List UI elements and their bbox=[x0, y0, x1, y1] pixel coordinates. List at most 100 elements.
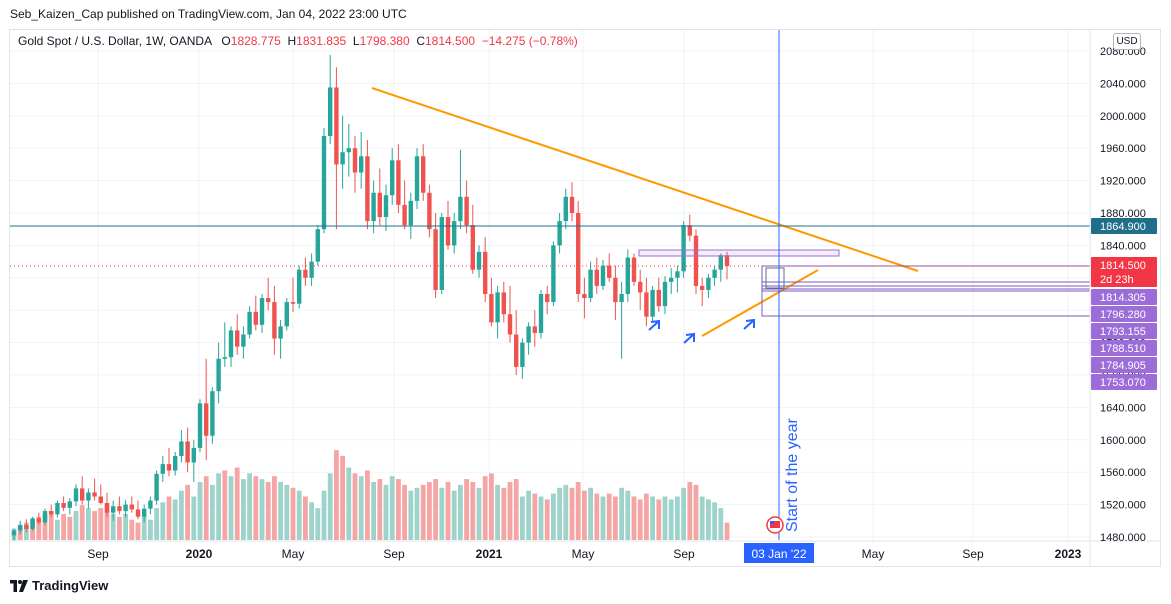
candle bbox=[501, 281, 506, 323]
small-box bbox=[765, 267, 785, 289]
volume-bar bbox=[706, 499, 711, 540]
candle bbox=[67, 498, 72, 515]
candle bbox=[315, 225, 320, 266]
candle bbox=[489, 277, 494, 327]
price-tag-label: 1788.510 bbox=[1100, 343, 1146, 355]
candle bbox=[644, 277, 649, 327]
volume-bar bbox=[110, 513, 116, 540]
volume-bar bbox=[575, 482, 581, 540]
volume-bar bbox=[315, 508, 321, 540]
volume-bar bbox=[179, 490, 184, 540]
candlesticks bbox=[11, 55, 730, 542]
candle bbox=[582, 277, 587, 319]
candle bbox=[352, 136, 358, 193]
price-tick-label: 1640.000 bbox=[1100, 402, 1146, 414]
time-axis: Sep 2020 May Sep 2021 May Sep 03 Jan '22 May Sep 2… bbox=[87, 543, 1082, 563]
volume-bar bbox=[693, 484, 699, 540]
footer-brand[interactable]: TradingView bbox=[10, 578, 108, 593]
candle bbox=[154, 470, 159, 505]
volume-bar bbox=[458, 484, 463, 540]
candle bbox=[334, 67, 339, 230]
close-label: C bbox=[416, 34, 425, 48]
volume-bar bbox=[303, 496, 308, 540]
volume-bar bbox=[644, 493, 649, 540]
candle bbox=[371, 180, 376, 234]
tradingview-logo-icon bbox=[10, 579, 28, 592]
open-value: 1828.775 bbox=[230, 34, 281, 48]
candle bbox=[458, 149, 463, 230]
candle bbox=[123, 499, 128, 517]
volume-bar bbox=[476, 487, 482, 540]
candle bbox=[520, 338, 525, 380]
candle bbox=[600, 259, 606, 290]
price-tag-label: 1814.305 bbox=[1100, 292, 1146, 304]
volume-bar bbox=[241, 479, 246, 540]
volume-bar bbox=[67, 516, 73, 540]
open-label: O bbox=[221, 34, 231, 48]
volume-bar bbox=[141, 516, 147, 540]
volume-bar bbox=[340, 455, 345, 540]
candle bbox=[173, 451, 178, 476]
candle bbox=[98, 484, 103, 505]
candle bbox=[266, 277, 271, 311]
price-tag-label: 1864.900 bbox=[1100, 221, 1146, 233]
volume-bar bbox=[73, 511, 79, 540]
volume-bar bbox=[631, 496, 637, 540]
candle bbox=[476, 245, 482, 278]
volume-bar bbox=[619, 487, 624, 540]
price-tick-label: 1520.000 bbox=[1100, 500, 1146, 512]
candle bbox=[427, 184, 432, 238]
volume-bar bbox=[588, 487, 593, 540]
flag-icon bbox=[766, 516, 784, 534]
candle bbox=[551, 241, 556, 307]
candle bbox=[538, 289, 544, 339]
candle bbox=[377, 168, 382, 226]
candle bbox=[80, 476, 85, 505]
volume-bar bbox=[489, 473, 494, 540]
price-tag-label: 1793.155 bbox=[1100, 326, 1146, 338]
candle bbox=[631, 253, 637, 286]
volume-bar bbox=[55, 519, 60, 540]
low-label: L bbox=[352, 34, 360, 48]
volume-bar bbox=[123, 513, 128, 540]
start-of-year-label: Start of the year bbox=[784, 417, 801, 532]
volume-bar bbox=[451, 490, 457, 540]
candle bbox=[235, 314, 240, 355]
candle bbox=[18, 520, 23, 535]
candle bbox=[142, 504, 147, 523]
volume-bar bbox=[321, 490, 327, 540]
candle bbox=[464, 180, 469, 234]
volume-bar bbox=[613, 496, 618, 540]
chart-frame[interactable] bbox=[9, 29, 1161, 567]
candle bbox=[675, 265, 680, 293]
volume-bar bbox=[582, 490, 587, 540]
candle bbox=[383, 184, 389, 231]
volume-bar bbox=[724, 522, 730, 540]
price-tag: 1814.305 bbox=[1091, 289, 1157, 305]
volume-bar bbox=[557, 487, 562, 540]
candle bbox=[290, 277, 296, 312]
time-tick-label: Sep bbox=[87, 547, 109, 561]
price-tick-label: 1840.000 bbox=[1100, 240, 1146, 252]
candle bbox=[222, 322, 227, 367]
candle bbox=[272, 285, 277, 355]
currency-button[interactable]: USD bbox=[1113, 33, 1141, 50]
candle bbox=[396, 144, 401, 213]
candle bbox=[148, 496, 153, 515]
time-tick-label: May bbox=[282, 547, 305, 561]
candle bbox=[309, 253, 314, 286]
volume-bar bbox=[42, 513, 48, 540]
time-tick-label: Sep bbox=[383, 547, 405, 561]
price-tag: 1793.155 bbox=[1091, 323, 1157, 339]
candle bbox=[42, 508, 48, 525]
volume-bar bbox=[48, 511, 54, 540]
volume-bar bbox=[668, 499, 674, 540]
candle bbox=[204, 358, 209, 461]
volume-bar bbox=[253, 476, 259, 540]
volume-bar bbox=[216, 473, 221, 540]
low-value: 1798.380 bbox=[359, 34, 410, 48]
publish-header: Seb_Kaizen_Cap published on TradingView.… bbox=[10, 7, 407, 21]
current-date-tag bbox=[744, 543, 814, 563]
time-tick-label: 2020 bbox=[186, 547, 213, 561]
